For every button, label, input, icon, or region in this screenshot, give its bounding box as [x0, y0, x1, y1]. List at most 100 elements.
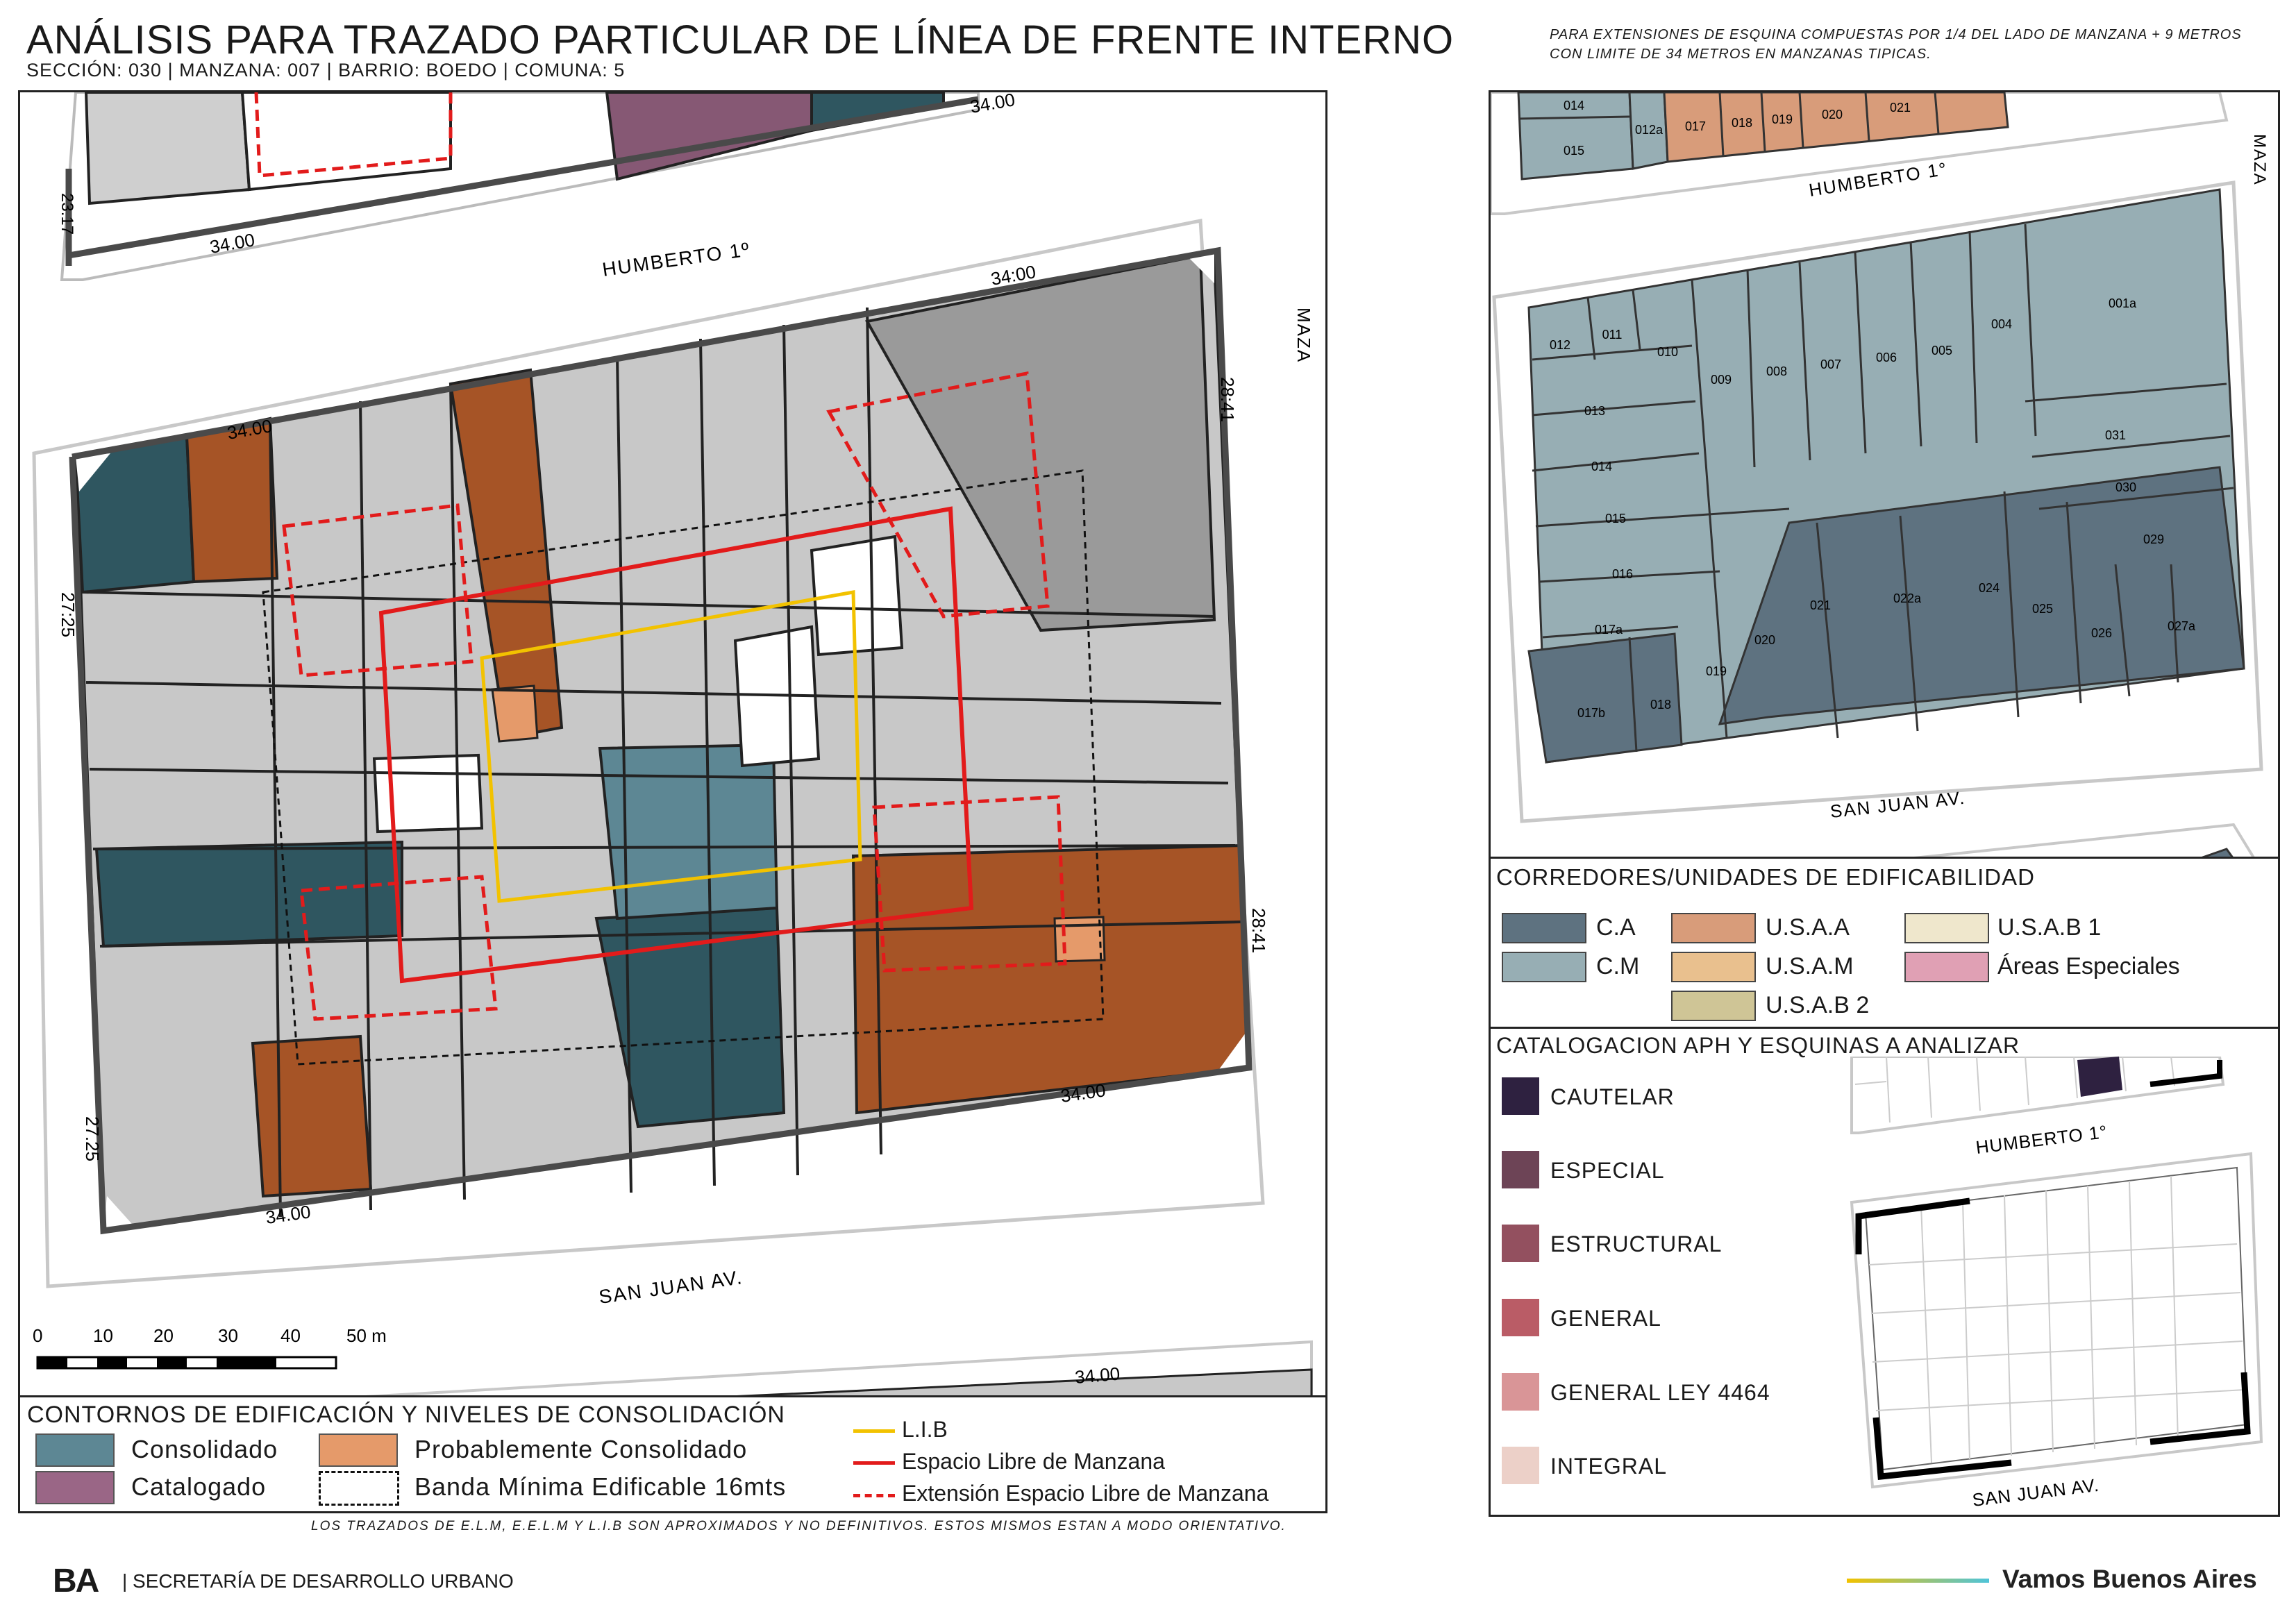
corr-label-usam: U.S.A.M [1766, 953, 1854, 979]
legend-line-elm [853, 1461, 895, 1465]
right-parcel-map[interactable]: 014 015 012a 017 018 019 020 021 HUMBERT… [1491, 92, 2278, 859]
scale-label-50: 50 m [346, 1325, 387, 1346]
parcel-013: 013 [1584, 404, 1605, 418]
page-subtitle: SECCIÓN: 030 | MANZANA: 007 | BARRIO: BO… [26, 60, 626, 81]
parcel-025: 025 [2032, 602, 2053, 616]
cat-swatch-integral [1502, 1447, 1539, 1484]
corr-label-usab1: U.S.A.B 1 [1997, 914, 2102, 941]
parcel-022a: 022a [1893, 591, 1922, 605]
parcel-006: 006 [1876, 351, 1897, 364]
parcel-027a: 027a [2168, 619, 2196, 633]
parcel-001a: 001a [2109, 296, 2137, 310]
legend-main-title: CONTORNOS DE EDIFICACIÓN Y NIVELES DE CO… [27, 1402, 785, 1428]
parcel-029: 029 [2143, 532, 2164, 546]
corredores-legend: CORREDORES/UNIDADES DE EDIFICABILIDAD C.… [1489, 857, 2280, 1031]
parcel-017b: 017b [1577, 706, 1605, 720]
legend-swatch-prob-consolidado [319, 1433, 398, 1467]
top-parcel-021: 021 [1890, 101, 1911, 115]
previous-block: 34.00 23.17 34.00 [58, 92, 1016, 281]
legend-swatch-consolidado [35, 1433, 115, 1467]
dim-next-block-top: 34.00 [1074, 1363, 1121, 1388]
linea-interna-basamento [480, 590, 862, 903]
parcel-020: 020 [1754, 633, 1775, 647]
corr-swatch-usab2 [1671, 991, 1756, 1021]
cat-label-especial: ESPECIAL [1550, 1158, 1665, 1183]
main-map[interactable]: 34.00 23.17 34.00 [20, 92, 1325, 1397]
inset-street-south: SAN JUAN AV. [1971, 1474, 2100, 1511]
catalogacion-inset-map[interactable]: HUMBERTO 1° SAN JUAN AV. [1845, 1057, 2275, 1511]
top-parcel-012a: 012a [1635, 123, 1664, 137]
brand-gradient-bar [1847, 1579, 1989, 1583]
corr-swatch-ca [1502, 913, 1586, 943]
top-parcel-015: 015 [1564, 144, 1584, 158]
main-legend: CONTORNOS DE EDIFICACIÓN Y NIVELES DE CO… [18, 1395, 1327, 1513]
parcel-005: 005 [1932, 344, 1952, 358]
parcel-004: 004 [1991, 317, 2012, 331]
scale-label-20: 20 [153, 1325, 174, 1346]
parcel-010: 010 [1657, 345, 1678, 359]
extension-espacio-libre [282, 371, 1067, 1021]
cat-label-cautelar: CAUTELAR [1550, 1084, 1675, 1109]
parcel-016: 016 [1612, 567, 1633, 581]
parcel-019: 019 [1706, 664, 1727, 678]
cat-swatch-general-ley-4464 [1502, 1373, 1539, 1411]
scale-label-40: 40 [280, 1325, 301, 1346]
main-map-panel[interactable]: 34.00 23.17 34.00 [18, 90, 1327, 1399]
legend-line-eelm [853, 1494, 895, 1497]
corr-label-usab2: U.S.A.B 2 [1766, 992, 1870, 1018]
org-name: | SECRETARÍA DE DESARROLLO URBANO [122, 1570, 514, 1592]
cat-label-integral: INTEGRAL [1550, 1454, 1668, 1479]
top-parcel-017: 017 [1685, 119, 1706, 133]
corr-label-ca: C.A [1596, 914, 1636, 941]
corr-swatch-areas-especiales [1904, 952, 1989, 982]
dim-west-bottom: 27.25 [82, 1116, 103, 1161]
espacio-libre-manzana [378, 506, 974, 984]
street-north: HUMBERTO 1º [601, 238, 752, 280]
top-parcel-014: 014 [1564, 99, 1584, 112]
parcel-030: 030 [2115, 480, 2136, 494]
parcel-011: 011 [1602, 328, 1623, 342]
legend-line-lib [853, 1429, 895, 1433]
legend-label-eelm: Extensión Espacio Libre de Manzana [902, 1481, 1269, 1506]
catalogacion-title: CATALOGACION APH Y ESQUINAS A ANALIZAR [1496, 1033, 2020, 1058]
corr-label-areas-especiales: Áreas Especiales [1997, 953, 2180, 979]
corr-label-usaa: U.S.A.A [1766, 914, 1850, 941]
cat-label-general-ley-4464: GENERAL LEY 4464 [1550, 1380, 1770, 1405]
scale-bar: 0 10 20 30 40 50 m [33, 1325, 387, 1370]
parcel-026: 026 [2091, 626, 2112, 640]
dim-west-top: 27:25 [58, 592, 78, 637]
parcel-024: 024 [1979, 581, 2000, 595]
corr-swatch-cm [1502, 952, 1586, 982]
next-block: 34.00 [353, 1340, 1313, 1397]
parcel-008: 008 [1766, 364, 1787, 378]
dim-east-top: 28:41 [1217, 377, 1238, 422]
cat-swatch-general [1502, 1299, 1539, 1336]
dim-prev-block-side: 23.17 [58, 193, 76, 235]
dim-east-bottom: 28:41 [1248, 908, 1269, 953]
parcel-017a: 017a [1595, 623, 1623, 637]
corr-label-cm: C.M [1596, 953, 1640, 979]
scale-label-30: 30 [218, 1325, 238, 1346]
corr-swatch-usab1 [1904, 913, 1989, 943]
legend-label-prob-consolidado: Probablemente Consolidado [414, 1435, 748, 1463]
parcel-021: 021 [1810, 598, 1831, 612]
street-east: MAZA [1293, 308, 1314, 363]
corr-swatch-usam [1671, 952, 1756, 982]
page-title: ANÁLISIS PARA TRAZADO PARTICULAR DE LÍNE… [26, 17, 1455, 62]
corr-swatch-usaa [1671, 913, 1756, 943]
parcel-007: 007 [1820, 358, 1841, 371]
main-block[interactable] [69, 246, 1252, 1235]
right-map-panel[interactable]: 014 015 012a 017 018 019 020 021 HUMBERT… [1489, 90, 2280, 861]
legend-swatch-banda-minima [319, 1471, 399, 1506]
inset-street-north: HUMBERTO 1° [1975, 1121, 2109, 1158]
scale-label-0: 0 [33, 1325, 42, 1346]
top-parcel-019: 019 [1772, 112, 1793, 126]
cat-label-estructural: ESTRUCTURAL [1550, 1231, 1723, 1256]
catalogacion-legend: CATALOGACION APH Y ESQUINAS A ANALIZAR C… [1489, 1027, 2280, 1517]
parcel-015: 015 [1605, 512, 1626, 525]
legend-label-banda-minima: Banda Mínima Edificable 16mts [414, 1472, 787, 1501]
legend-swatch-catalogado [35, 1471, 115, 1504]
slogan: Vamos Buenos Aires [2002, 1565, 2257, 1593]
header-note: PARA EXTENSIONES DE ESQUINA COMPUESTAS P… [1550, 27, 2242, 62]
parcel-018: 018 [1650, 698, 1671, 712]
